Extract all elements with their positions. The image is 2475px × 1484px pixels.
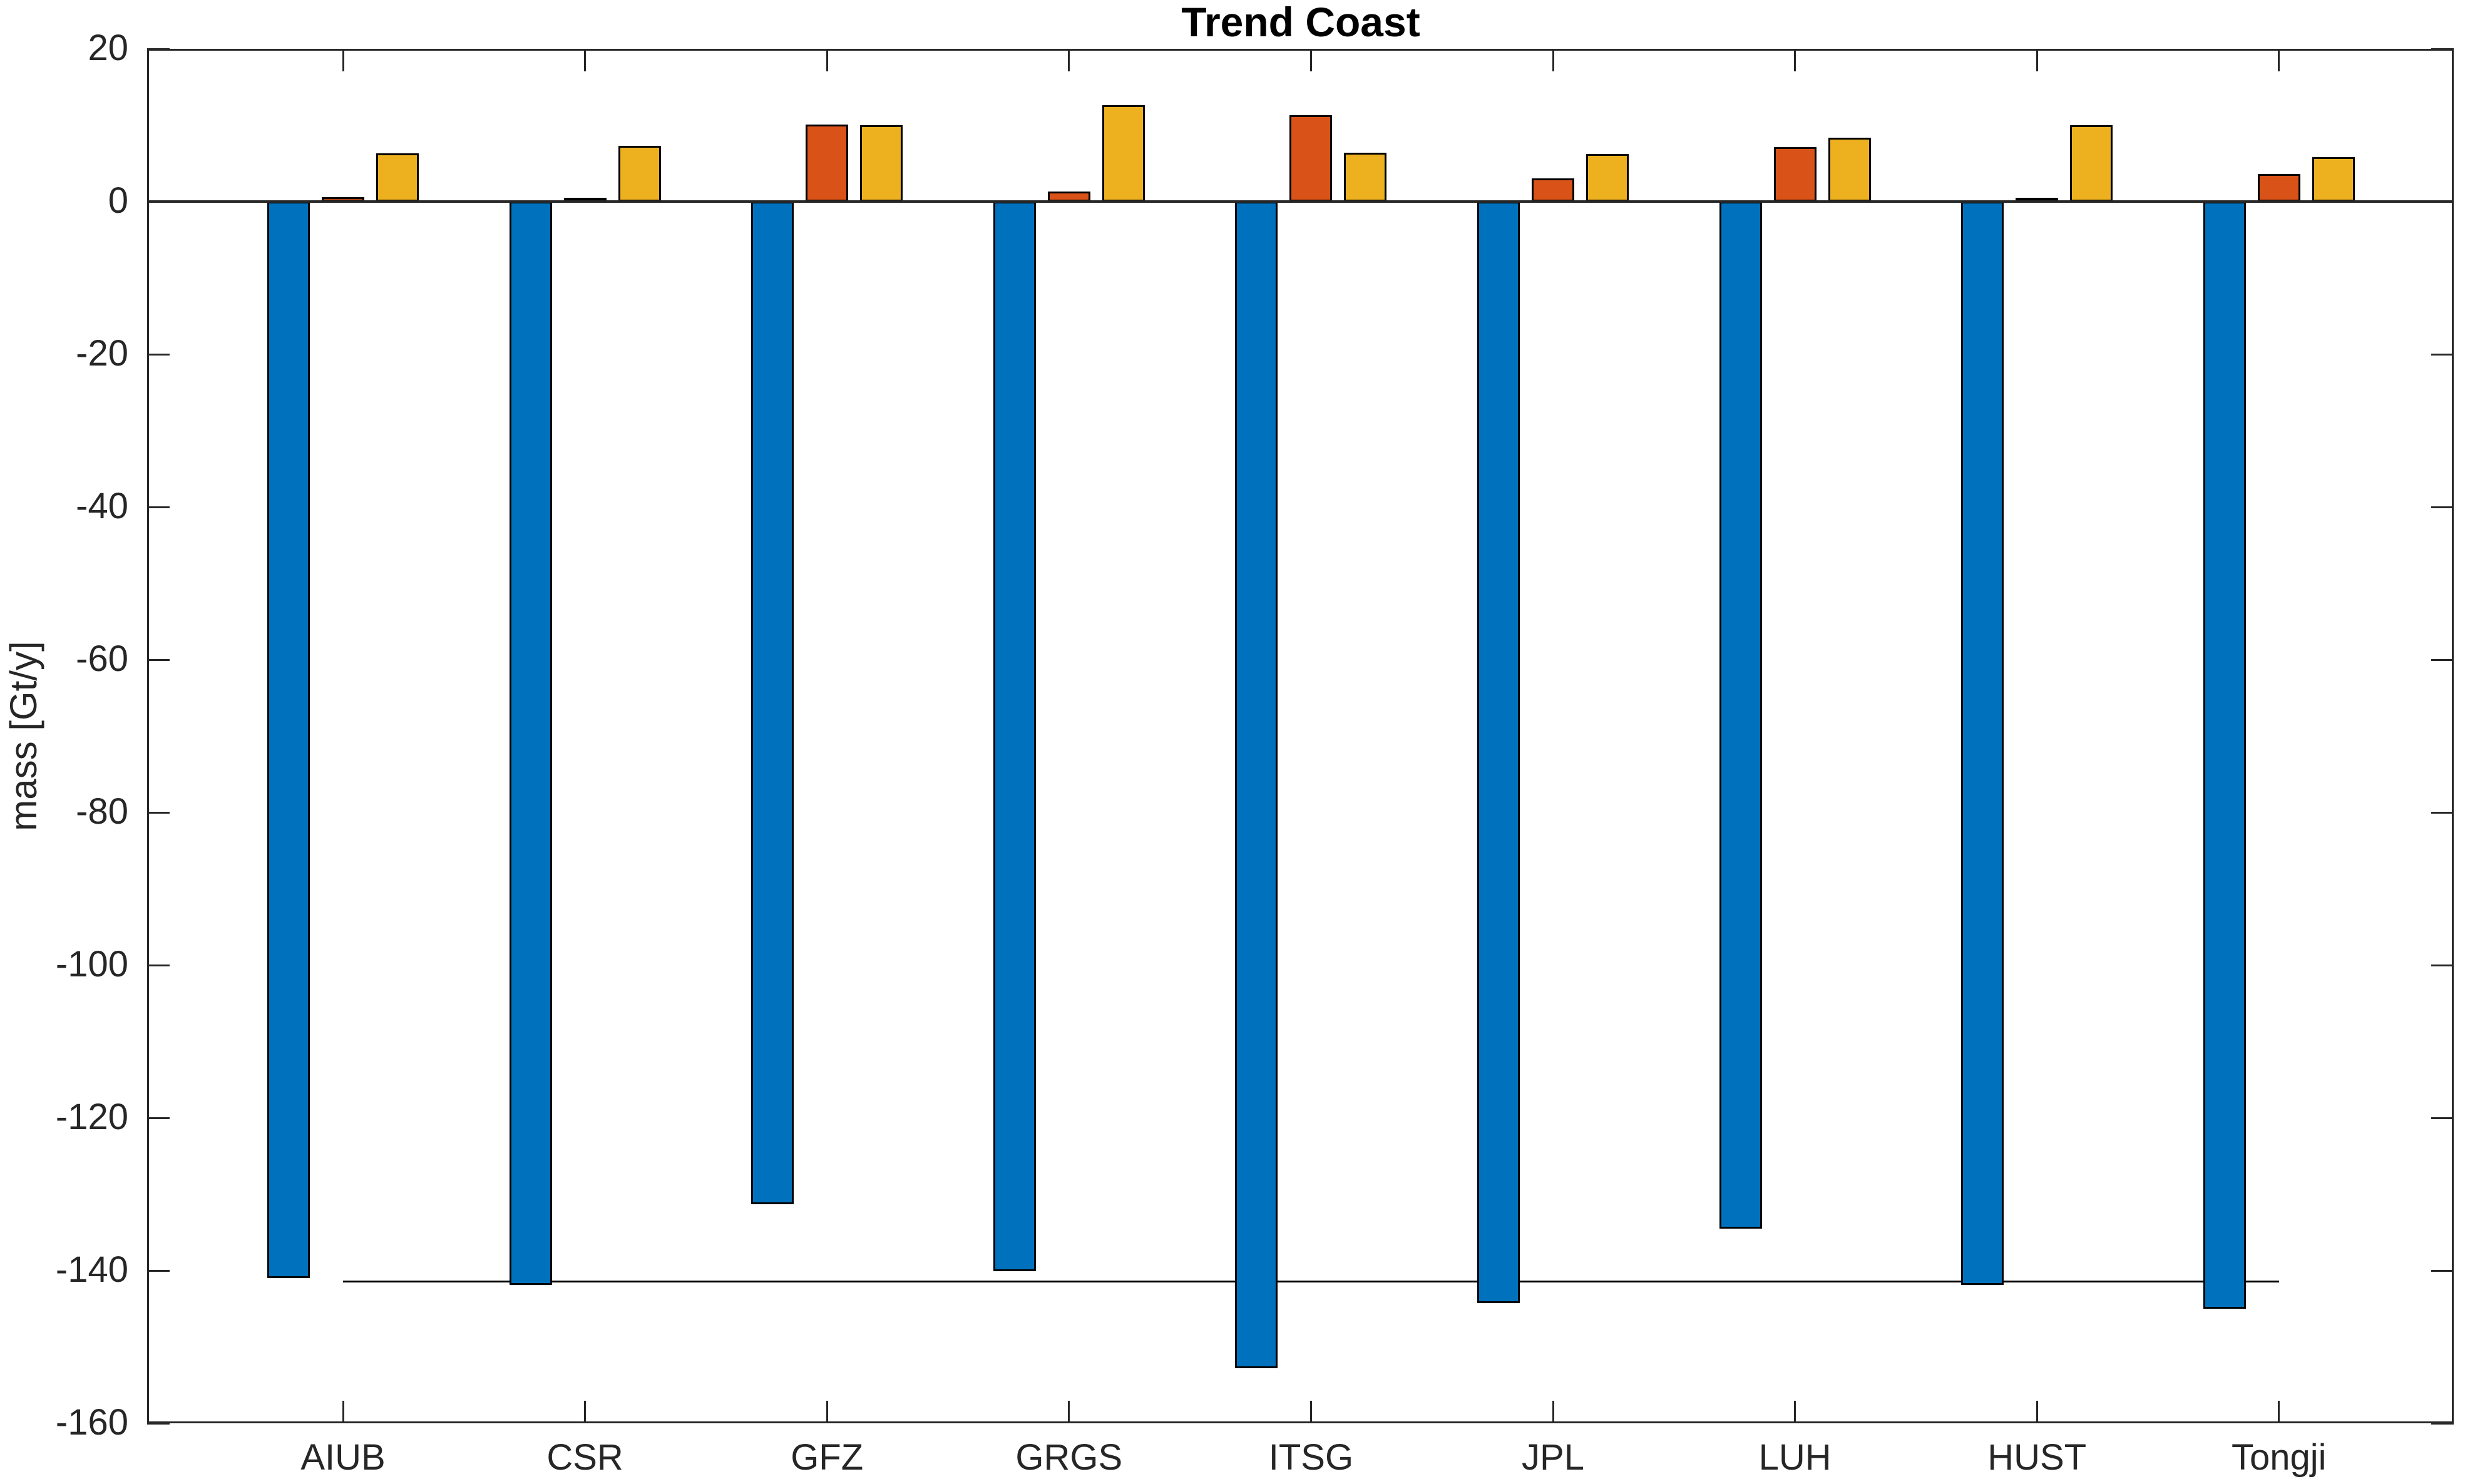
axis-box	[147, 49, 2454, 1423]
y-tick-mark	[147, 48, 170, 50]
bar-AIUB-series-1	[267, 202, 310, 1279]
x-category-label-JPL: JPL	[1522, 1437, 1584, 1478]
x-tick-mark	[1794, 1401, 1796, 1423]
y-tick-mark	[147, 1117, 170, 1119]
y-tick-mark	[147, 658, 170, 661]
x-tick-mark	[1794, 49, 1796, 71]
bar-CSR-series-3	[618, 145, 661, 202]
bar-GFZ-series-3	[860, 125, 903, 202]
x-tick-mark	[826, 1401, 828, 1423]
y-tick-label--140: -140	[55, 1249, 128, 1290]
x-category-label-Tongji: Tongji	[2232, 1437, 2327, 1478]
bar-ITSG-series-3	[1344, 152, 1387, 202]
bar-GFZ-series-1	[751, 202, 794, 1204]
bar-LUH-series-2	[1773, 147, 1817, 202]
y-tick-mark	[2431, 658, 2454, 661]
x-category-label-GRGS: GRGS	[1015, 1437, 1123, 1478]
y-tick-label-0: 0	[108, 180, 128, 221]
y-tick-label--40: -40	[76, 485, 128, 526]
chart-title: Trend Coast	[1181, 0, 1420, 45]
bar-JPL-series-3	[1586, 154, 1629, 202]
bar-GRGS-series-3	[1102, 105, 1145, 202]
mean-reference-line	[343, 1280, 2279, 1282]
bar-JPL-series-2	[1532, 178, 1574, 202]
bar-GFZ-series-2	[806, 124, 849, 202]
y-tick-label--20: -20	[76, 332, 128, 374]
x-tick-mark	[342, 1401, 344, 1423]
zero-baseline	[147, 200, 2454, 203]
y-tick-mark	[2431, 811, 2454, 814]
x-tick-mark	[826, 49, 828, 71]
bar-LUH-series-1	[1719, 202, 1762, 1229]
bar-ITSG-series-1	[1235, 202, 1278, 1369]
bar-JPL-series-1	[1477, 202, 1520, 1304]
x-category-label-AIUB: AIUB	[300, 1437, 386, 1478]
x-tick-mark	[2036, 49, 2038, 71]
x-category-label-ITSG: ITSG	[1268, 1437, 1354, 1478]
y-tick-mark	[2431, 964, 2454, 966]
x-tick-mark	[1552, 49, 1554, 71]
y-tick-label--60: -60	[76, 638, 128, 679]
y-tick-mark	[147, 811, 170, 814]
x-tick-mark	[2278, 1401, 2280, 1423]
y-tick-label--160: -160	[55, 1401, 128, 1443]
y-tick-mark	[2431, 506, 2454, 508]
x-tick-mark	[2036, 1401, 2038, 1423]
y-tick-mark	[2431, 48, 2454, 50]
x-tick-mark	[1068, 49, 1070, 71]
y-tick-mark	[2431, 1269, 2454, 1272]
bar-Tongji-series-2	[2257, 174, 2300, 202]
x-tick-mark	[584, 49, 587, 71]
x-tick-mark	[1552, 1401, 1554, 1423]
y-tick-label--80: -80	[76, 791, 128, 832]
y-tick-mark	[147, 964, 170, 966]
bar-GRGS-series-1	[993, 202, 1036, 1272]
y-tick-mark	[2431, 1117, 2454, 1119]
bar-CSR-series-1	[509, 202, 552, 1286]
bar-HUST-series-3	[2070, 125, 2113, 202]
x-tick-mark	[1309, 49, 1312, 71]
bar-Tongji-series-1	[2203, 202, 2246, 1309]
x-category-label-LUH: LUH	[1758, 1437, 1832, 1478]
y-tick-mark	[147, 1422, 170, 1425]
y-tick-mark	[2431, 353, 2454, 356]
x-category-label-GFZ: GFZ	[791, 1437, 864, 1478]
bar-AIUB-series-3	[376, 153, 419, 202]
y-tick-mark	[147, 353, 170, 356]
x-tick-mark	[2278, 49, 2280, 71]
x-tick-mark	[342, 49, 344, 71]
y-tick-label--100: -100	[55, 943, 128, 985]
y-tick-mark	[147, 1269, 170, 1272]
x-tick-mark	[1068, 1401, 1070, 1423]
bar-HUST-series-1	[1961, 202, 2004, 1286]
x-category-label-CSR: CSR	[546, 1437, 623, 1478]
x-category-label-HUST: HUST	[1987, 1437, 2087, 1478]
x-tick-mark	[584, 1401, 587, 1423]
x-tick-mark	[1309, 1401, 1312, 1423]
y-tick-mark	[2431, 1422, 2454, 1425]
y-tick-label--120: -120	[55, 1096, 128, 1137]
bar-Tongji-series-3	[2312, 157, 2355, 202]
y-tick-mark	[147, 506, 170, 508]
bar-LUH-series-3	[1828, 137, 1871, 202]
y-tick-label-20: 20	[88, 27, 128, 68]
bar-ITSG-series-2	[1289, 115, 1333, 202]
